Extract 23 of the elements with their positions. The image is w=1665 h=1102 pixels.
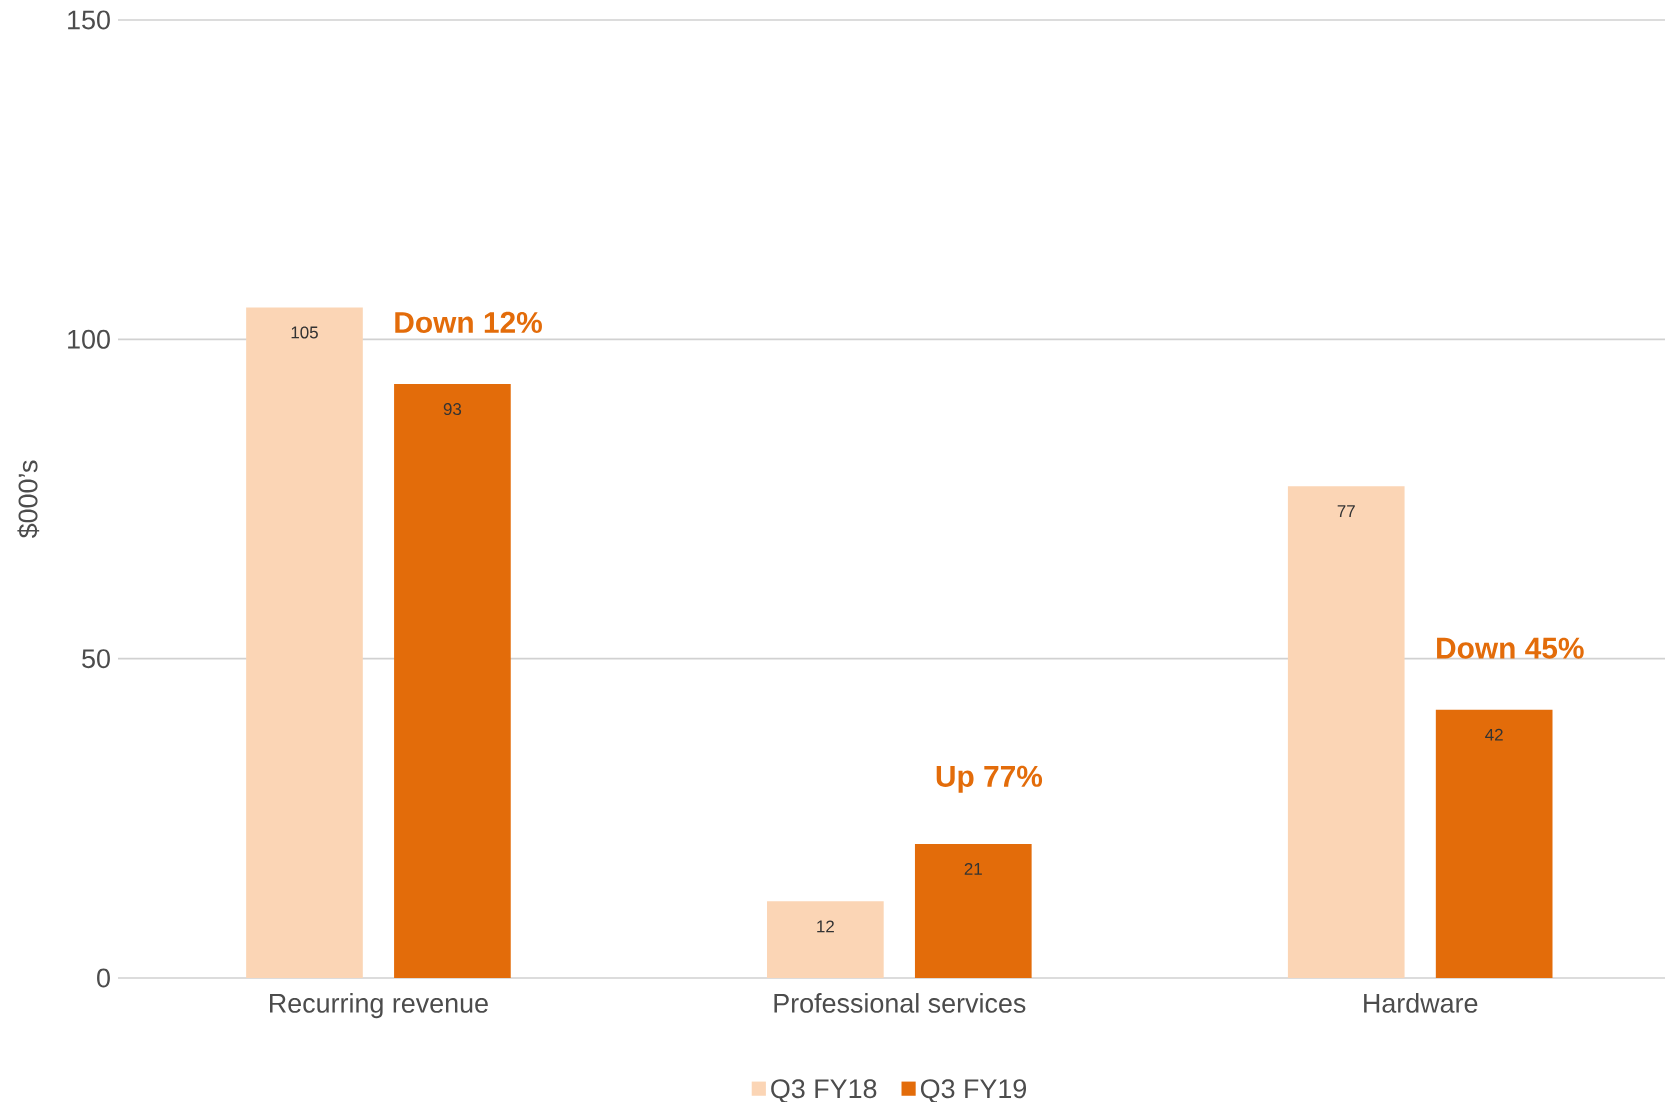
y-axis-title: $000’s	[17, 460, 40, 539]
bar	[914, 843, 1032, 978]
annotation: Down 12%	[395, 311, 542, 333]
bar	[767, 901, 884, 978]
y-tick-label: 0	[97, 968, 110, 988]
bar	[1435, 709, 1553, 978]
x-tick-label: Recurring revenue	[270, 993, 488, 1019]
annotation: Down 45%	[1437, 637, 1584, 659]
bar	[1287, 486, 1405, 978]
data-label: 42	[1485, 728, 1503, 741]
data-label: 12	[817, 920, 834, 933]
annotation: Up 77%	[936, 765, 1043, 793]
data-label: 93	[443, 403, 462, 416]
x-tick-label: Hardware	[1364, 993, 1478, 1013]
bar	[394, 384, 511, 978]
y-tick-label: 150	[68, 10, 110, 30]
x-tick-label: Professional services	[774, 993, 1026, 1013]
y-tick-label: 50	[82, 649, 110, 669]
data-label: 105	[291, 326, 318, 339]
data-label: 21	[964, 862, 982, 875]
y-tick-label: 100	[68, 329, 110, 349]
bar	[246, 307, 363, 978]
data-label: 77	[1337, 505, 1355, 517]
